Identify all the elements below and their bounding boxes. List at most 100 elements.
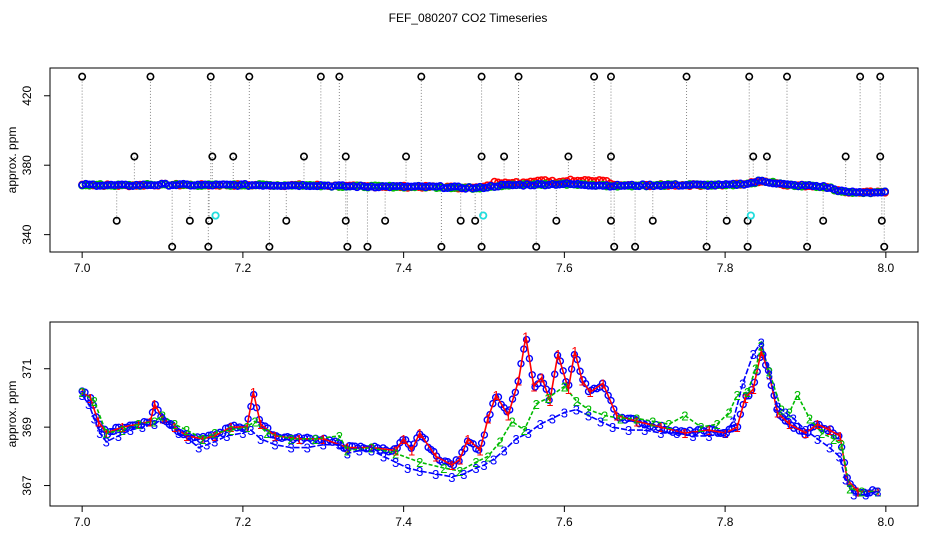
series-3-label: 3: [223, 429, 230, 444]
series-3-point: [151, 400, 159, 409]
outlier-point: [402, 152, 411, 161]
baseline-point: [522, 180, 531, 189]
baseline-point: [107, 180, 116, 189]
series-3-label: 3: [380, 449, 387, 464]
outlier-point: [265, 242, 274, 251]
series-3-label: 3: [127, 423, 134, 438]
series-1-label: 1: [147, 414, 154, 429]
baseline-point: [566, 180, 575, 189]
baseline-point: [656, 182, 665, 191]
series-3-label: 3: [513, 432, 520, 447]
chart-title: FEF_080207 CO2 Timeseries: [389, 11, 548, 25]
series-1-label: 1: [814, 417, 821, 432]
series-2-label: 2: [91, 394, 98, 409]
series-1-label: 1: [826, 423, 833, 438]
series-2-label: 2: [786, 406, 793, 421]
series-3-point: [745, 392, 753, 400]
baseline-point: [190, 181, 199, 190]
baseline-point: [363, 182, 372, 191]
baseline-point: [450, 182, 459, 191]
series-2-label: 2: [545, 391, 552, 406]
outlier-point: [341, 216, 350, 225]
series-3-label: 3: [730, 414, 737, 429]
baseline-point: [295, 182, 304, 191]
baseline-point: [559, 180, 568, 189]
series-2-label: 2: [440, 461, 447, 476]
baseline-point: [320, 181, 329, 190]
series-3-label: 3: [774, 400, 781, 415]
outlier-point: [245, 72, 254, 81]
series-3-label: 3: [790, 411, 797, 426]
baseline-point: [313, 182, 322, 191]
baseline-point: [613, 180, 622, 189]
outlier-point: [381, 216, 390, 225]
x-tick-label: 8.0: [878, 515, 895, 529]
baseline-point: [251, 181, 260, 190]
series-3-label: 3: [549, 411, 556, 426]
baseline-point: [881, 187, 890, 196]
baseline-point: [826, 184, 835, 193]
outlier-point: [130, 152, 139, 161]
series-1-label: 1: [87, 391, 94, 406]
x-tick-label: 8.0: [878, 261, 895, 275]
baseline-point: [515, 180, 524, 189]
baseline-point: [812, 181, 821, 190]
series-2-label: 2: [752, 362, 759, 377]
baseline-point: [439, 184, 448, 193]
series-2-label: 2: [573, 394, 580, 409]
series-2-label: 2: [263, 426, 270, 441]
baseline-point: [255, 181, 264, 190]
series-3-label: 3: [721, 426, 728, 441]
baseline-point: [215, 180, 224, 189]
series-2-label: 2: [416, 455, 423, 470]
series-3-label: 3: [392, 455, 399, 470]
baseline-point: [783, 180, 792, 189]
outlier-point: [532, 242, 541, 251]
series-3-label: 3: [750, 347, 757, 362]
baseline-point: [758, 176, 767, 185]
baseline-point: [617, 181, 626, 190]
outlier-point: [456, 216, 465, 225]
baseline-point: [356, 181, 365, 190]
series-2-label: 2: [617, 411, 624, 426]
series-2-label: 2: [472, 455, 479, 470]
series-1-label: 1: [565, 382, 572, 397]
x-tick-label: 7.8: [717, 515, 734, 529]
outlier-point: [514, 72, 523, 81]
top-panel: 7.0 7.2 7.4 7.6 7.8 8.0 340 380 420 approx. ppm: [5, 67, 919, 275]
series-2-label: 2: [734, 388, 741, 403]
series-2-label: 2: [227, 423, 234, 438]
series-2-label: 2: [103, 426, 110, 441]
baseline-point: [776, 179, 785, 188]
baseline-point: [834, 187, 843, 196]
baseline-point: [403, 182, 412, 191]
series-1-label: 1: [296, 432, 303, 447]
baseline-point: [866, 189, 875, 198]
baseline-point: [396, 181, 405, 190]
series-3-label: 3: [416, 464, 423, 479]
baseline-point: [381, 182, 390, 191]
series-2-label: 2: [159, 408, 166, 423]
baseline-point: [389, 182, 398, 191]
baseline-point: [230, 180, 239, 189]
x-tick-label: 7.6: [556, 261, 573, 275]
baseline-point: [237, 180, 246, 189]
baseline-point: [392, 182, 401, 191]
baseline-point: [544, 180, 553, 189]
y-tick-label: 371: [20, 358, 34, 378]
baseline-point: [580, 181, 589, 190]
baseline-point: [374, 183, 383, 192]
baseline-point: [266, 181, 275, 190]
outlier-point: [648, 216, 657, 225]
series-3-point: [81, 388, 89, 396]
series-3-label: 3: [167, 417, 174, 432]
series-3-label: 3: [802, 423, 809, 438]
baseline-point: [548, 179, 557, 188]
y-axis-label: approx. ppm: [5, 127, 19, 194]
baseline-point: [99, 181, 108, 190]
series-2-label: 2: [243, 420, 250, 435]
series-3-label: 3: [185, 432, 192, 447]
outlier-point: [722, 216, 731, 225]
baseline-point: [682, 180, 691, 189]
